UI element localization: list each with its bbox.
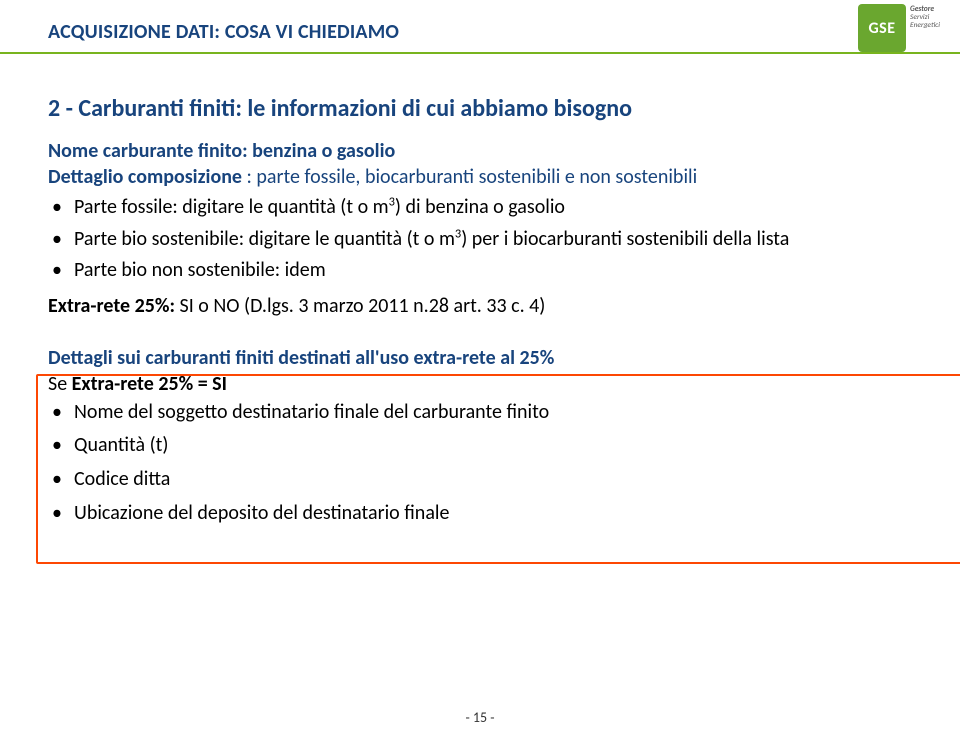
extra-rete-line: Extra-rete 25%: SI o NO (D.lgs. 3 marzo … — [48, 294, 912, 318]
bullet-bio-sost-a: Parte bio sostenibile: digitare le quant… — [74, 227, 455, 251]
box-bullet-3: Codice ditta — [74, 467, 912, 493]
bullet-fossile-a: Parte fossile: digitare le quantità (t o… — [74, 195, 389, 219]
logo: GSE Gestore Servizi Energetici — [858, 4, 940, 52]
bullet-list-box: Nome del soggetto destinatario finale de… — [48, 400, 912, 526]
bullet-bio-non-sost: Parte bio non sostenibile: idem — [74, 258, 912, 284]
header: ACQUISIZIONE DATI: COSA VI CHIEDIAMO — [48, 20, 912, 44]
subhead-2: Dettaglio composizione : parte fossile, … — [48, 165, 912, 189]
details-box: Dettagli sui carburanti finiti destinati… — [48, 346, 912, 526]
box-bullet-2: Quantità (t) — [74, 433, 912, 459]
box-condition-a: Se — [48, 372, 72, 396]
extra-rete-label: Extra-rete 25%: — [48, 294, 175, 318]
box-condition: Se Extra-rete 25% = SI — [48, 372, 912, 396]
section-title: ACQUISIZIONE DATI: COSA VI CHIEDIAMO — [48, 20, 399, 44]
subhead-1: Nome carburante finito: benzina o gasoli… — [48, 139, 912, 163]
logo-tagline-3: Energetici — [910, 22, 940, 30]
bullet-list-main: Parte fossile: digitare le quantità (t o… — [48, 195, 912, 284]
bullet-fossile-b: ) di benzina o gasolio — [395, 195, 565, 219]
slide-title: 2 - Carburanti finiti: le informazioni d… — [48, 94, 912, 123]
extra-rete-value: SI o NO (D.lgs. 3 marzo 2011 n.28 art. 3… — [175, 294, 545, 318]
bullet-fossile: Parte fossile: digitare le quantità (t o… — [74, 195, 912, 221]
divider-line — [0, 52, 960, 54]
box-bullet-1: Nome del soggetto destinatario finale de… — [74, 400, 912, 426]
bullet-bio-sost-b: ) per i biocarburanti sostenibili della … — [461, 227, 789, 251]
details-heading: Dettagli sui carburanti finiti destinati… — [48, 346, 912, 370]
box-bullet-4: Ubicazione del deposito del destinatario… — [74, 501, 912, 527]
bullet-bio-sost: Parte bio sostenibile: digitare le quant… — [74, 227, 912, 253]
logo-tagline: Gestore Servizi Energetici — [910, 6, 940, 30]
logo-badge: GSE — [858, 4, 906, 52]
page-number: - 15 - — [0, 709, 960, 726]
subhead-2-rest: : parte fossile, biocarburanti sostenibi… — [242, 165, 697, 189]
content: 2 - Carburanti finiti: le informazioni d… — [48, 94, 912, 526]
subhead-2-bold: Dettaglio composizione — [48, 165, 242, 189]
slide: ACQUISIZIONE DATI: COSA VI CHIEDIAMO GSE… — [0, 0, 960, 738]
box-condition-b: Extra-rete 25% = SI — [72, 372, 227, 396]
